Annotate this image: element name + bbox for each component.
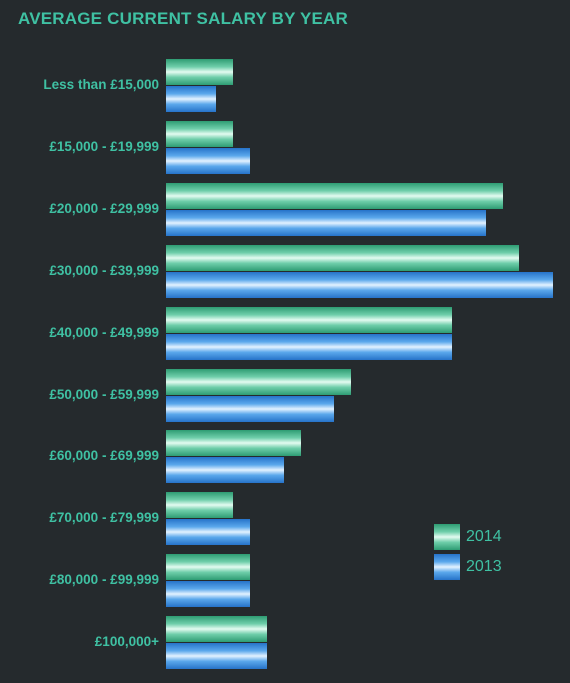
category-label: £80,000 - £99,999 xyxy=(49,572,159,588)
category-label: £40,000 - £49,999 xyxy=(49,324,159,340)
category-label: Less than £15,000 xyxy=(43,77,159,92)
category-label: £30,000 - £39,999 xyxy=(49,262,159,278)
bar-2013 xyxy=(166,581,251,608)
bar-2014 xyxy=(166,244,520,271)
bar-2014 xyxy=(166,368,352,395)
bar-2014 xyxy=(166,616,267,643)
category-label: £100,000+ xyxy=(94,634,159,650)
category-label: £60,000 - £69,999 xyxy=(49,448,159,464)
bar-2013 xyxy=(166,457,284,484)
category-label: £50,000 - £59,999 xyxy=(49,386,159,402)
bar-2013 xyxy=(166,643,267,670)
bar-2013 xyxy=(166,147,251,174)
bar-2013 xyxy=(166,86,217,112)
legend-swatch-2013 xyxy=(434,554,460,580)
bar-2013 xyxy=(166,333,453,360)
bar-2013 xyxy=(166,209,486,236)
bar-2014 xyxy=(166,430,301,457)
category-label: £20,000 - £29,999 xyxy=(49,200,159,216)
bar-2013 xyxy=(166,519,251,546)
bar-2013 xyxy=(166,271,553,298)
bar-2014 xyxy=(166,492,234,519)
bar-2014 xyxy=(166,59,234,85)
bar-2014 xyxy=(166,306,453,333)
bar-2014 xyxy=(166,554,251,581)
legend-label-2014: 2014 xyxy=(466,528,502,545)
category-label: £15,000 - £19,999 xyxy=(49,138,159,154)
chart-title: AVERAGE CURRENT SALARY BY YEAR xyxy=(18,9,348,28)
legend-swatch-2014 xyxy=(434,524,460,550)
legend-label-2013: 2013 xyxy=(466,558,502,575)
bar-2013 xyxy=(166,395,335,422)
bar-2014 xyxy=(166,182,503,209)
category-label: £70,000 - £79,999 xyxy=(49,510,159,526)
bar-2014 xyxy=(166,120,234,147)
